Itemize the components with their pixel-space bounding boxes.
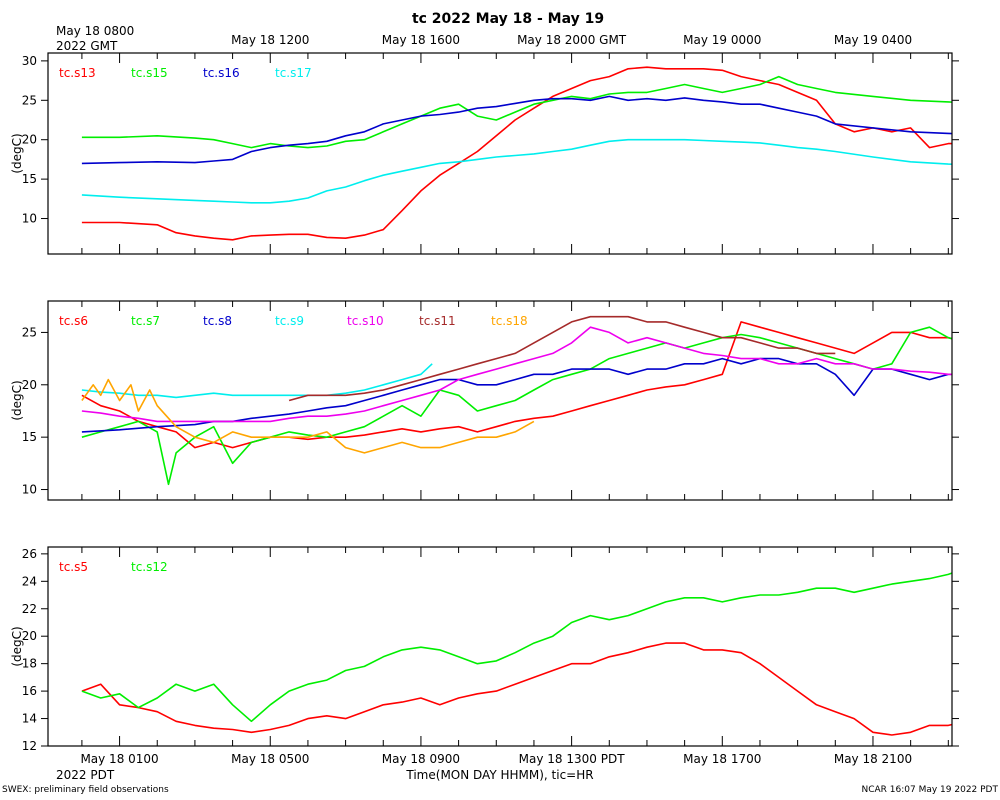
chart-panels: 10 15 20 25 30 (degC) tc.s13 tc.s15 tc.s16 tc.s17… (10, 52, 959, 753)
legend: tc.s5 tc.s12 (59, 560, 168, 574)
legend-entry-tc-s12: tc.s12 (131, 560, 168, 574)
y-axis-label: (degC) (10, 626, 24, 666)
top-axis-label: May 19 0000 (683, 33, 761, 47)
y-tick-label: 30 (22, 54, 37, 68)
chart-panel-2: 10 15 20 25 (degC) tc.s6 tc.s7 tc.s8 tc.s9 tc.s10… (10, 300, 959, 501)
top-axis-label: May 19 0400 (834, 33, 912, 47)
series-line-tc-s13 (81, 66, 952, 241)
y-axis-label: (degC) (10, 133, 24, 173)
legend-entry-tc-s10: tc.s10 (347, 314, 384, 328)
y-tick-label: 10 (22, 212, 37, 226)
y-tick-label: 22 (22, 602, 37, 616)
y-tick-label: 20 (22, 133, 37, 147)
legend-entry-tc-s13: tc.s13 (59, 66, 96, 80)
series-line-tc-s6 (81, 321, 952, 449)
series-line-tc-s15 (81, 75, 952, 149)
series-line-tc-s18 (81, 378, 535, 454)
bottom-axis-label: May 18 1300 PDT (519, 752, 626, 766)
bottom-time-axis: 2022 PDT Time(MON DAY HHMM), tic=HR May … (56, 752, 912, 782)
y-tick-label: 20 (22, 629, 37, 643)
series-group (81, 66, 952, 241)
chart-panel-1: 10 15 20 25 30 (degC) tc.s13 tc.s15 tc.s16 tc.s17 (10, 52, 959, 255)
y-tick-label: 16 (22, 684, 37, 698)
series-line-tc-s5 (81, 642, 952, 736)
y-tick-label: 10 (22, 483, 37, 497)
bottom-axis-label: May 18 1700 (683, 752, 761, 766)
series-line-tc-s8 (81, 357, 952, 433)
series-group (81, 315, 952, 486)
chart-panel-3: 12 14 16 18 20 22 24 26 (degC) tc.s5 tc.s12 (10, 546, 959, 753)
legend-entry-tc-s7: tc.s7 (131, 314, 160, 328)
y-tick-label: 15 (22, 430, 37, 444)
legend: tc.s13 tc.s15 tc.s16 tc.s17 (59, 66, 312, 80)
series-line-tc-s12 (81, 572, 952, 723)
top-axis-label: May 18 1600 (382, 33, 460, 47)
legend-entry-tc-s5: tc.s5 (59, 560, 88, 574)
bottom-axis-label: May 18 2100 (834, 752, 912, 766)
panel-frame (47, 52, 953, 255)
top-axis-label: May 18 1200 (231, 33, 309, 47)
y-tick-label: 24 (22, 574, 37, 588)
legend-entry-tc-s8: tc.s8 (203, 314, 232, 328)
footer-left-note: SWEX: preliminary field observations (2, 785, 169, 795)
legend: tc.s6 tc.s7 tc.s8 tc.s9 tc.s10 tc.s11 tc.s18 (59, 314, 528, 328)
legend-entry-tc-s9: tc.s9 (275, 314, 304, 328)
y-tick-label: 18 (22, 657, 37, 671)
top-time-axis: May 18 0800 2022 GMT May 18 1200 May 18 1… (56, 24, 912, 53)
y-tick-label: 25 (22, 93, 37, 107)
series-line-tc-s10 (81, 326, 952, 423)
footer-right-stamp: NCAR 16:07 May 19 2022 PDT (862, 785, 999, 795)
legend-entry-tc-s11: tc.s11 (419, 314, 456, 328)
y-tick-label: 15 (22, 172, 37, 186)
series-line-tc-s11 (288, 315, 836, 402)
top-axis-label: May 18 2000 GMT (517, 33, 627, 47)
legend-entry-tc-s17: tc.s17 (275, 66, 312, 80)
series-line-tc-s7 (81, 326, 952, 486)
panel-frame (47, 546, 953, 747)
bottom-axis-label: May 18 0100 (80, 752, 158, 766)
top-axis-first-label: May 18 0800 (56, 24, 134, 38)
y-tick-label: 14 (22, 712, 37, 726)
legend-entry-tc-s18: tc.s18 (491, 314, 528, 328)
y-tick-label: 12 (22, 739, 37, 753)
panel-frame (47, 300, 953, 501)
series-group (81, 572, 952, 736)
legend-entry-tc-s16: tc.s16 (203, 66, 240, 80)
top-axis-first-label-year: 2022 GMT (56, 39, 118, 53)
series-line-tc-s16 (81, 95, 952, 165)
legend-entry-tc-s15: tc.s15 (131, 66, 168, 80)
y-tick-label: 20 (22, 378, 37, 392)
y-tick-label: 26 (22, 547, 37, 561)
chart-title: tc 2022 May 18 - May 19 (412, 11, 604, 27)
y-tick-label: 25 (22, 325, 37, 339)
x-axis-label: Time(MON DAY HHMM), tic=HR (405, 768, 593, 782)
bottom-axis-label: May 18 0500 (231, 752, 309, 766)
series-line-tc-s17 (81, 138, 952, 204)
bottom-axis-first-label-year: 2022 PDT (56, 768, 115, 782)
bottom-axis-label: May 18 0900 (382, 752, 460, 766)
legend-entry-tc-s6: tc.s6 (59, 314, 88, 328)
y-axis-label: (degC) (10, 380, 24, 420)
series-line-tc-s9 (81, 363, 433, 399)
